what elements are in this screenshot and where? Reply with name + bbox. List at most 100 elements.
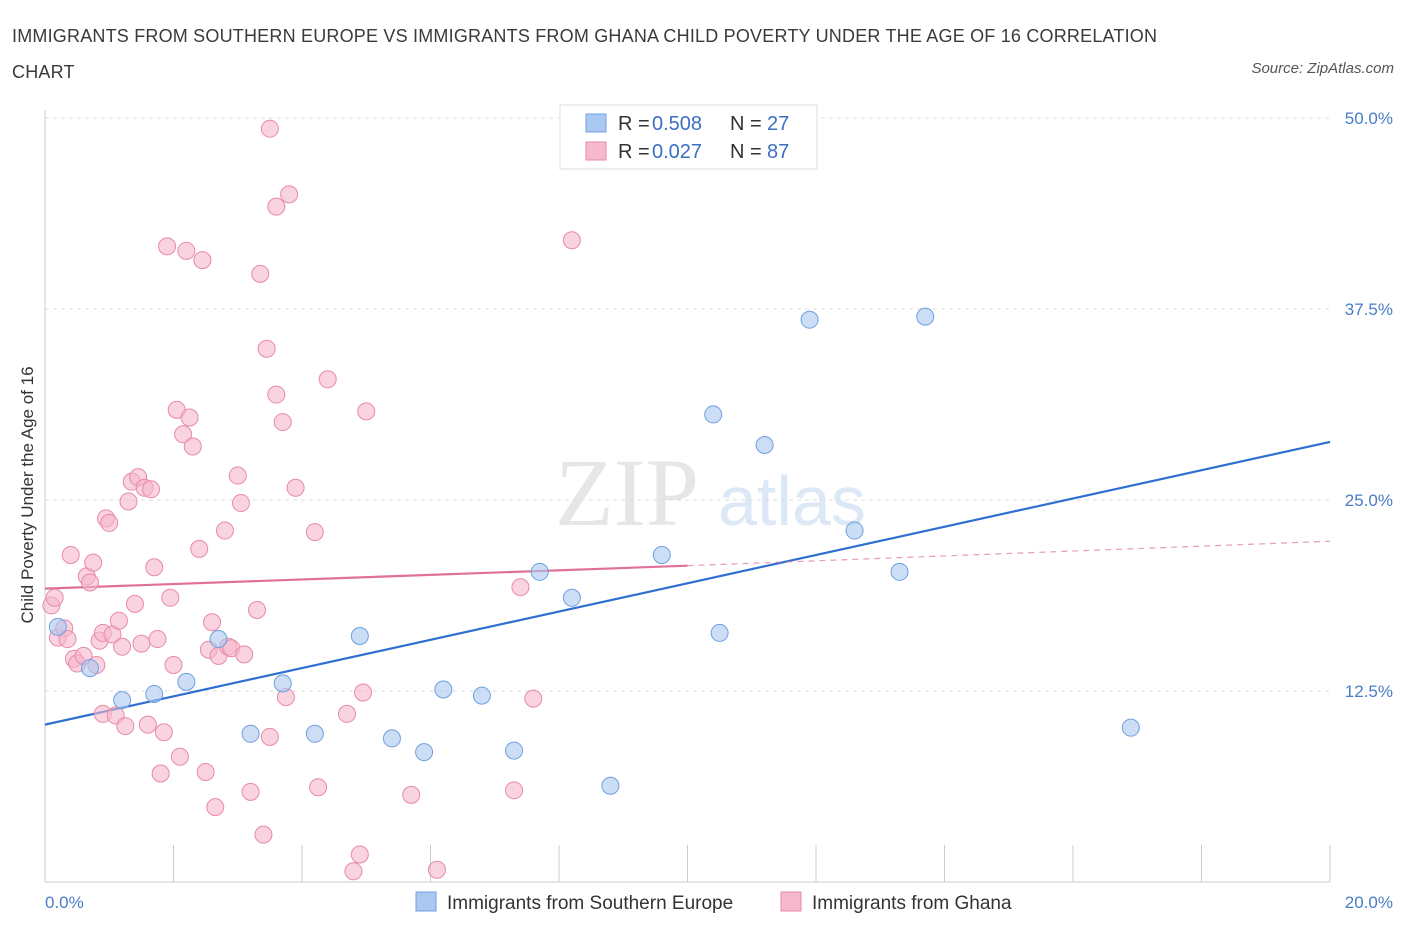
data-point-southern-europe — [113, 691, 132, 710]
legend-r-label-1: R = — [618, 113, 650, 135]
data-point-ghana — [116, 717, 135, 736]
chart-source: Source: ZipAtlas.com — [1251, 60, 1394, 77]
data-point-ghana — [109, 611, 128, 630]
data-point-ghana — [318, 370, 337, 389]
data-point-ghana — [158, 237, 177, 256]
data-point-southern-europe — [530, 562, 549, 581]
data-point-southern-europe — [704, 405, 723, 424]
data-point-ghana — [254, 825, 273, 844]
data-point-southern-europe — [382, 729, 401, 748]
data-point-ghana — [505, 781, 524, 800]
data-point-ghana — [80, 573, 99, 592]
x-tick-label: 0.0% — [45, 893, 84, 912]
data-point-ghana — [161, 588, 180, 607]
y-axis-title: Child Poverty Under the Age of 16 — [18, 366, 37, 623]
y-tick-label: 25.0% — [1345, 491, 1393, 510]
legend-r-value-1: 0.508 — [652, 113, 702, 135]
data-point-ghana — [524, 689, 543, 708]
data-point-ghana — [100, 513, 119, 532]
data-point-southern-europe — [505, 741, 524, 760]
legend-n-label-2: N = — [730, 141, 762, 163]
series-legend-label-blue: Immigrants from Southern Europe — [447, 893, 733, 914]
data-point-southern-europe — [916, 307, 935, 326]
data-point-ghana — [309, 778, 328, 797]
data-point-ghana — [183, 437, 202, 456]
data-point-ghana — [142, 480, 161, 499]
stats-legend: R = 0.508 N = 27 R = 0.027 N = 87 — [559, 104, 818, 170]
data-point-ghana — [354, 683, 373, 702]
data-point-ghana — [61, 546, 80, 565]
data-point-ghana — [267, 197, 286, 216]
legend-swatch-blue — [585, 113, 607, 133]
trend-lines — [44, 440, 1331, 726]
data-point-southern-europe — [845, 521, 864, 540]
legend-n-value-1: 27 — [767, 113, 789, 135]
trend-line-ghana-extension — [687, 540, 1331, 567]
data-point-southern-europe — [350, 626, 369, 645]
data-point-southern-europe — [434, 680, 453, 699]
data-point-ghana — [193, 251, 212, 270]
data-point-southern-europe — [755, 435, 774, 454]
data-point-ghana — [286, 478, 305, 497]
data-point-ghana — [119, 492, 138, 511]
data-point-ghana — [196, 762, 215, 781]
data-point-southern-europe — [601, 776, 620, 795]
trend-line-ghana — [44, 564, 688, 590]
data-point-southern-europe — [652, 546, 671, 565]
trend-line-southern-europe — [44, 440, 1331, 726]
data-point-southern-europe — [209, 630, 228, 649]
data-point-ghana — [84, 553, 103, 572]
data-point-ghana — [231, 494, 250, 513]
data-point-southern-europe — [48, 617, 67, 636]
data-point-southern-europe — [800, 310, 819, 329]
data-point-ghana — [170, 747, 189, 766]
data-point-ghana — [148, 630, 167, 649]
data-point-southern-europe — [562, 588, 581, 607]
data-point-ghana — [344, 862, 363, 881]
data-point-ghana — [203, 613, 222, 632]
data-point-southern-europe — [80, 659, 99, 678]
data-point-southern-europe — [890, 562, 909, 581]
data-point-ghana — [350, 845, 369, 864]
data-point-ghana — [164, 656, 183, 675]
legend-swatch-pink — [585, 141, 607, 161]
watermark-atlas: atlas — [718, 462, 866, 540]
series-legend-swatch-blue — [415, 891, 437, 912]
data-point-ghana — [257, 339, 276, 358]
data-point-ghana — [248, 601, 267, 620]
chart-title: IMMIGRANTS FROM SOUTHERN EUROPE VS IMMIG… — [12, 26, 1158, 82]
axes — [44, 110, 1331, 883]
data-point-ghana — [45, 588, 64, 607]
tick-labels: 12.5% 25.0% 37.5% 50.0% 0.0% 20.0% — [45, 109, 1393, 912]
series-legend: Immigrants from Southern Europe Immigran… — [415, 891, 1012, 914]
data-point-ghana — [113, 637, 132, 656]
data-point-southern-europe — [472, 686, 491, 705]
y-tick-label: 12.5% — [1345, 682, 1393, 701]
data-point-ghana — [190, 539, 209, 558]
data-point-ghana — [228, 466, 247, 485]
data-point-ghana — [125, 594, 144, 613]
data-point-southern-europe — [305, 724, 324, 743]
data-point-ghana — [251, 264, 270, 283]
data-point-ghana — [280, 185, 299, 204]
data-point-southern-europe — [273, 674, 292, 693]
data-point-ghana — [260, 727, 279, 746]
x-tick-label: 20.0% — [1345, 893, 1393, 912]
data-point-ghana — [154, 723, 173, 742]
series-legend-swatch-pink — [780, 891, 802, 912]
y-tick-label: 50.0% — [1345, 109, 1393, 128]
data-point-ghana — [177, 241, 196, 260]
gridlines — [45, 117, 1330, 692]
data-point-ghana — [427, 860, 446, 879]
data-point-ghana — [337, 704, 356, 723]
legend-n-label-1: N = — [730, 113, 762, 135]
data-point-ghana — [235, 645, 254, 664]
data-point-ghana — [132, 634, 151, 653]
data-point-ghana — [215, 521, 234, 540]
legend-n-value-2: 87 — [767, 141, 789, 163]
data-point-ghana — [180, 408, 199, 427]
data-point-ghana — [305, 523, 324, 542]
data-point-ghana — [511, 578, 530, 597]
data-point-ghana — [151, 764, 170, 783]
